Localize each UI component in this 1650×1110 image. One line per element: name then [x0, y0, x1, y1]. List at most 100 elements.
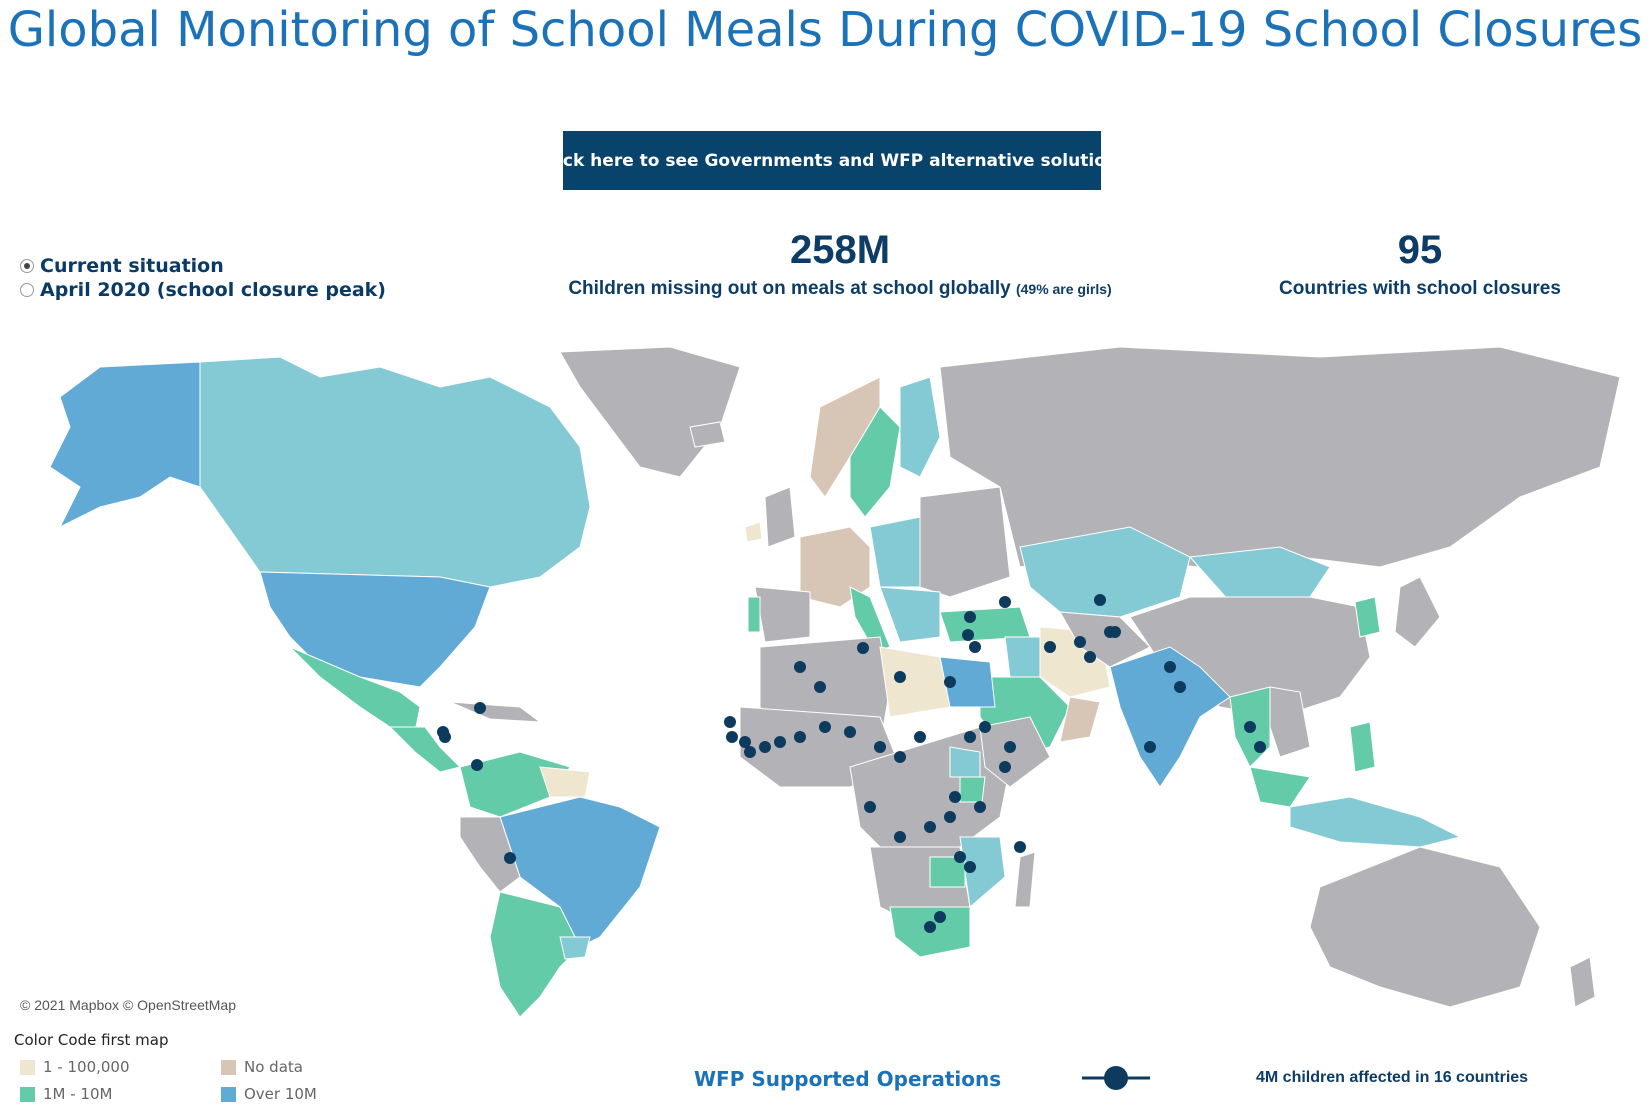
region-kazakhstan: [1019, 526, 1191, 618]
region-caribbean: [449, 701, 542, 723]
region-mozambique: [959, 836, 1006, 908]
legend-label: No data: [244, 1058, 303, 1076]
wfp-operation-marker[interactable]: [999, 596, 1011, 608]
wfp-operation-marker[interactable]: [864, 801, 876, 813]
wfp-operation-marker[interactable]: [1164, 661, 1176, 673]
region-new-zealand: [1569, 956, 1596, 1008]
legend-item-1-100k: 1 - 100,000: [20, 1058, 130, 1076]
wfp-operation-marker[interactable]: [894, 671, 906, 683]
region-australia: [1309, 846, 1541, 1008]
wfp-operation-marker[interactable]: [894, 751, 906, 763]
legend-swatch: [20, 1059, 35, 1075]
wfp-operation-marker[interactable]: [1254, 741, 1266, 753]
wfp-operation-marker[interactable]: [962, 629, 974, 641]
region-egypt: [939, 656, 996, 708]
kpi-children-value: 258M: [789, 228, 891, 272]
wfp-operation-marker[interactable]: [974, 801, 986, 813]
wfp-operation-marker[interactable]: [726, 731, 738, 743]
region-iceland: [689, 421, 726, 448]
wfp-operation-marker[interactable]: [924, 921, 936, 933]
wfp-operation-marker[interactable]: [964, 731, 976, 743]
radio-selected-icon[interactable]: [20, 259, 34, 273]
region-uruguay: [559, 936, 591, 960]
wfp-operation-marker[interactable]: [1074, 636, 1086, 648]
wfp-operation-marker[interactable]: [794, 661, 806, 673]
wfp-operation-marker[interactable]: [874, 741, 886, 753]
region-oman: [1059, 696, 1101, 743]
region-spain-portugal: [754, 586, 811, 643]
region-madagascar: [1014, 851, 1036, 908]
region-india: [1109, 646, 1231, 788]
wfp-operation-marker[interactable]: [857, 642, 869, 654]
wfp-operation-marker[interactable]: [474, 702, 486, 714]
region-uganda: [959, 776, 986, 803]
wfp-operation-marker[interactable]: [1094, 594, 1106, 606]
wfp-operation-marker[interactable]: [759, 741, 771, 753]
legend-label: Over 10M: [244, 1085, 317, 1103]
radio-current-situation[interactable]: Current situation: [20, 254, 386, 278]
radio-april-2020[interactable]: April 2020 (school closure peak): [20, 278, 386, 302]
wfp-operation-marker[interactable]: [844, 726, 856, 738]
kpi-children-text: Children missing out on meals at school …: [568, 278, 1011, 299]
wfp-operation-marker[interactable]: [954, 851, 966, 863]
wfp-operation-marker[interactable]: [969, 641, 981, 653]
wfp-operation-marker[interactable]: [944, 811, 956, 823]
wfp-operation-marker[interactable]: [1244, 721, 1256, 733]
region-mongolia: [1188, 546, 1331, 603]
wfp-operation-marker[interactable]: [1109, 626, 1121, 638]
wfp-operation-marker[interactable]: [819, 721, 831, 733]
wfp-operation-marker[interactable]: [439, 731, 451, 743]
legend-label: 1 - 100,000: [43, 1058, 130, 1076]
region-ireland: [744, 521, 763, 543]
wfp-operation-marker[interactable]: [1014, 841, 1026, 853]
wfp-operation-marker[interactable]: [471, 759, 483, 771]
wfp-operations-label: WFP Supported Operations: [694, 1067, 1002, 1091]
radio-label-current: Current situation: [40, 255, 224, 277]
region-malaysia: [1249, 766, 1311, 808]
wfp-operation-marker[interactable]: [724, 716, 736, 728]
region-korea: [1354, 596, 1381, 638]
legend-swatch: [20, 1086, 35, 1102]
wfp-operation-marker[interactable]: [1004, 741, 1016, 753]
wfp-operation-marker[interactable]: [1084, 651, 1096, 663]
alternative-solutions-button[interactable]: Click here to see Governments and WFP al…: [563, 131, 1101, 190]
wfp-operation-marker[interactable]: [949, 791, 961, 803]
wfp-operation-marker[interactable]: [914, 731, 926, 743]
region-sweden: [849, 406, 901, 518]
legend-title: Color Code first map: [14, 1031, 169, 1049]
wfp-operation-marker[interactable]: [774, 736, 786, 748]
wfp-operation-marker[interactable]: [979, 721, 991, 733]
region-argentina-chile: [489, 891, 581, 1017]
region-indonesia: [1289, 796, 1462, 848]
region-iraq-syria: [1004, 636, 1041, 678]
region-uk: [764, 486, 796, 548]
kpi-children-note: (49% are girls): [1015, 281, 1112, 297]
kpi-countries-label: Countries with school closures: [1279, 278, 1561, 299]
legend-label: 1M - 10M: [43, 1085, 113, 1103]
wfp-operation-marker[interactable]: [894, 831, 906, 843]
wfp-operation-marker[interactable]: [924, 821, 936, 833]
map-attribution: © 2021 Mapbox © OpenStreetMap: [20, 997, 236, 1013]
region-libya: [879, 646, 951, 718]
wfp-operation-marker[interactable]: [934, 911, 946, 923]
kpi-countries-value: 95: [1397, 228, 1443, 272]
region-japan: [1394, 576, 1441, 648]
wfp-operation-marker[interactable]: [944, 676, 956, 688]
legend-swatch: [221, 1086, 236, 1102]
radio-unselected-icon[interactable]: [20, 283, 34, 297]
view-selector: Current situation April 2020 (school clo…: [20, 254, 386, 302]
wfp-operation-marker[interactable]: [739, 736, 751, 748]
wfp-operation-marker[interactable]: [794, 731, 806, 743]
wfp-operation-marker[interactable]: [1174, 681, 1186, 693]
wfp-operation-marker[interactable]: [964, 861, 976, 873]
region-balkans: [879, 586, 941, 643]
wfp-markers: [437, 594, 1266, 933]
wfp-operation-marker[interactable]: [504, 852, 516, 864]
wfp-operation-marker[interactable]: [744, 746, 756, 758]
wfp-operation-marker[interactable]: [1044, 641, 1056, 653]
wfp-operation-marker[interactable]: [964, 611, 976, 623]
wfp-operation-marker[interactable]: [1144, 741, 1156, 753]
world-map[interactable]: [20, 347, 1640, 1017]
wfp-operation-marker[interactable]: [999, 761, 1011, 773]
wfp-operation-marker[interactable]: [814, 681, 826, 693]
